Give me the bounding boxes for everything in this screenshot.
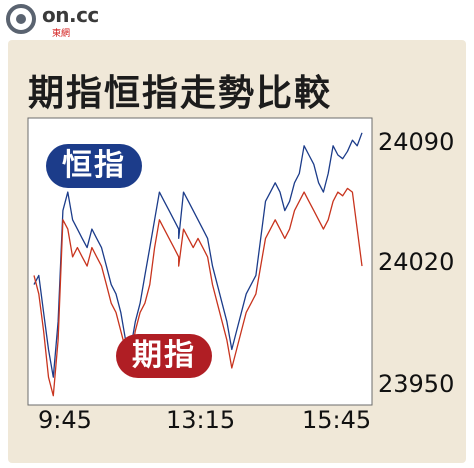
x-tick-label: 9:45 xyxy=(38,406,92,434)
y-tick-label: 24020 xyxy=(378,248,455,276)
x-tick-label: 15:45 xyxy=(302,406,372,434)
chart-title: 期指恒指走勢比較 xyxy=(28,73,333,114)
series-line-futures xyxy=(33,187,363,397)
x-tick-label: 13:15 xyxy=(166,406,236,434)
logo-subtext: 東網 xyxy=(52,29,71,39)
logo-text: on.cc xyxy=(42,3,99,27)
series-line-hsi xyxy=(33,132,363,378)
logo-circle-icon xyxy=(6,4,36,34)
y-tick-label: 23950 xyxy=(378,370,455,398)
y-tick-label: 24090 xyxy=(378,128,455,156)
series-layer xyxy=(33,132,363,397)
legend-hsi: 恒指 xyxy=(46,144,142,188)
brand-logo[interactable]: on.cc 東網 xyxy=(6,3,99,39)
legend-futures: 期指 xyxy=(116,334,212,378)
